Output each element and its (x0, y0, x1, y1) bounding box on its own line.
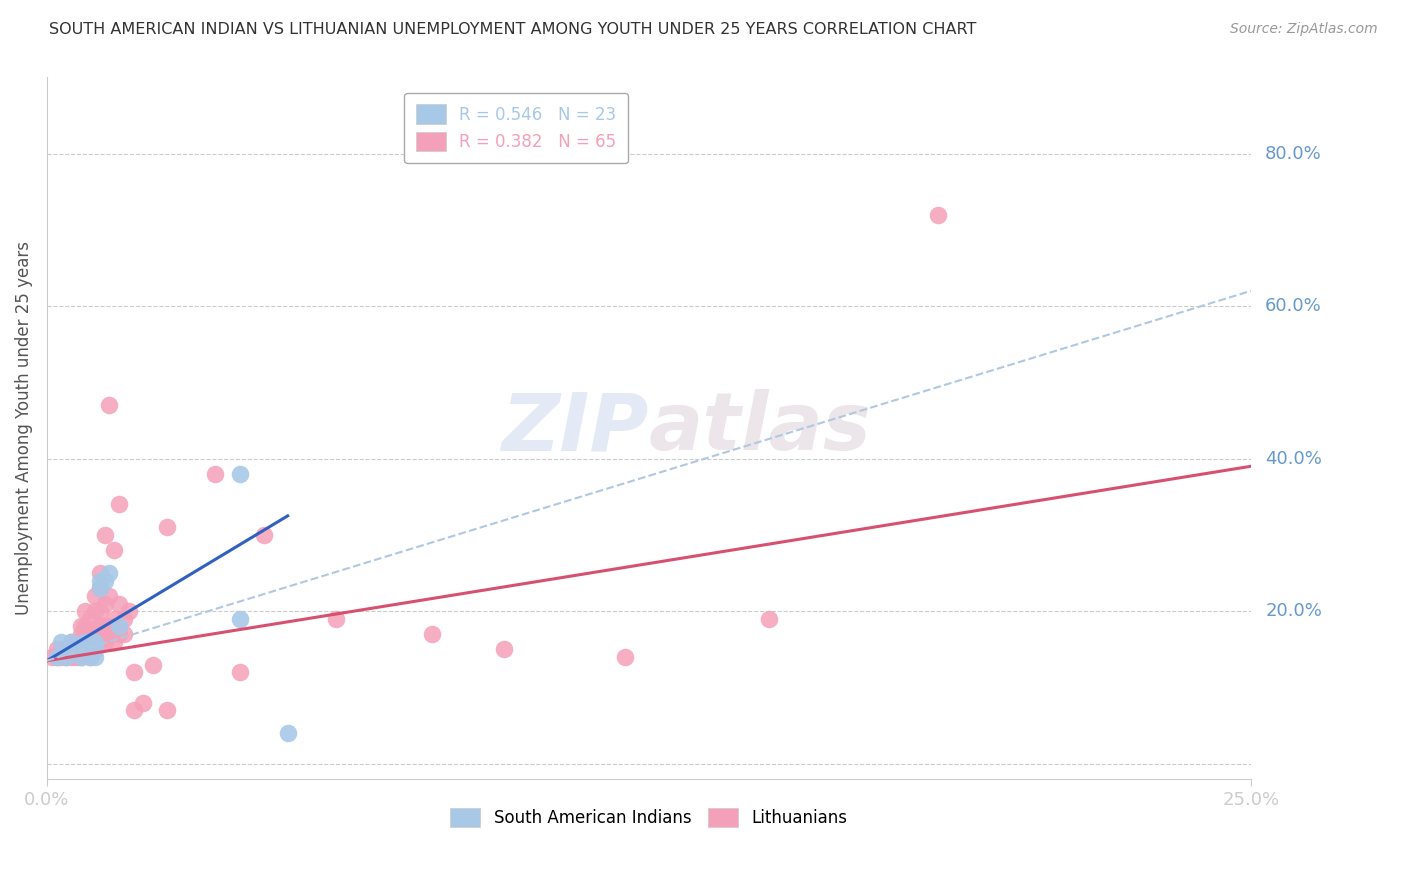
Point (98, 619, 121, 633)
Point (75, 642, 97, 657)
Point (103, 612, 125, 626)
Text: Source: ZipAtlas.com: Source: ZipAtlas.com (1230, 22, 1378, 37)
Point (98, 566, 121, 580)
Point (204, 467, 226, 481)
Point (75, 634, 97, 648)
Point (55, 649, 77, 664)
Point (156, 703, 179, 717)
Point (228, 467, 250, 481)
Text: ZIP: ZIP (502, 389, 648, 467)
Point (65, 634, 87, 648)
Point (89, 582, 111, 596)
Point (79, 612, 101, 626)
Point (93, 619, 115, 633)
Point (65, 649, 87, 664)
Point (45, 649, 67, 664)
Point (59, 642, 82, 657)
Point (75, 619, 97, 633)
Point (108, 619, 131, 633)
Point (59, 642, 82, 657)
Point (89, 574, 111, 588)
Point (494, 642, 516, 657)
Point (98, 627, 121, 641)
Point (69, 627, 91, 641)
Point (277, 726, 299, 740)
Point (45, 642, 67, 657)
Point (93, 528, 115, 542)
Point (112, 612, 135, 626)
Point (84, 649, 107, 664)
Point (65, 642, 87, 657)
Point (118, 604, 141, 618)
Point (84, 604, 107, 618)
Point (41, 649, 63, 664)
Point (75, 642, 97, 657)
Point (112, 627, 135, 641)
Point (75, 634, 97, 648)
Point (69, 649, 91, 664)
Point (98, 398, 121, 412)
Point (84, 627, 107, 641)
Point (59, 634, 82, 648)
Y-axis label: Unemployment Among Youth under 25 years: Unemployment Among Youth under 25 years (15, 241, 32, 615)
Point (122, 703, 145, 717)
Point (84, 634, 107, 648)
Point (613, 649, 636, 664)
Point (89, 566, 111, 580)
Point (420, 627, 443, 641)
Point (93, 634, 115, 648)
Point (108, 627, 131, 641)
Point (228, 612, 250, 626)
Point (156, 520, 179, 534)
Point (758, 612, 780, 626)
Point (89, 619, 111, 633)
Point (927, 208, 949, 222)
Point (89, 634, 111, 648)
Point (132, 696, 155, 710)
Point (51, 634, 73, 648)
Point (142, 657, 165, 672)
Point (228, 665, 250, 680)
Point (84, 642, 107, 657)
Point (252, 528, 274, 542)
Point (75, 604, 97, 618)
Point (51, 649, 73, 664)
Point (69, 649, 91, 664)
Point (84, 589, 107, 603)
Point (93, 597, 115, 611)
Point (108, 498, 131, 512)
Point (45, 649, 67, 664)
Point (108, 597, 131, 611)
Point (103, 543, 125, 558)
Point (79, 649, 101, 664)
Text: 40.0%: 40.0% (1265, 450, 1322, 467)
Point (122, 665, 145, 680)
Text: atlas: atlas (648, 389, 872, 467)
Text: 20.0%: 20.0% (1265, 602, 1322, 620)
Text: 60.0%: 60.0% (1265, 297, 1322, 315)
Point (69, 619, 91, 633)
Point (325, 612, 347, 626)
Point (79, 649, 101, 664)
Point (59, 634, 82, 648)
Point (55, 649, 77, 664)
Point (103, 634, 125, 648)
Point (79, 627, 101, 641)
Point (51, 642, 73, 657)
Point (65, 642, 87, 657)
Text: SOUTH AMERICAN INDIAN VS LITHUANIAN UNEMPLOYMENT AMONG YOUTH UNDER 25 YEARS CORR: SOUTH AMERICAN INDIAN VS LITHUANIAN UNEM… (49, 22, 977, 37)
Point (98, 589, 121, 603)
Point (59, 649, 82, 664)
Point (89, 582, 111, 596)
Point (89, 604, 111, 618)
Point (84, 642, 107, 657)
Legend: South American Indians, Lithuanians: South American Indians, Lithuanians (444, 801, 853, 834)
Point (55, 642, 77, 657)
Text: 80.0%: 80.0% (1265, 145, 1322, 162)
Point (69, 642, 91, 657)
Point (69, 642, 91, 657)
Point (79, 642, 101, 657)
Point (93, 574, 115, 588)
